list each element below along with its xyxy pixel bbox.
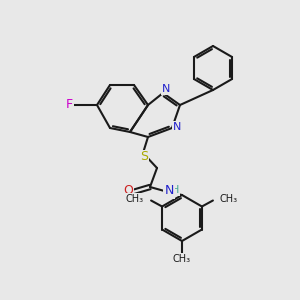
Text: CH₃: CH₃ (173, 254, 191, 264)
Text: H: H (171, 185, 179, 195)
Text: N: N (164, 184, 174, 197)
Text: N: N (162, 84, 170, 94)
Text: N: N (173, 122, 181, 132)
Text: S: S (140, 151, 148, 164)
Text: F: F (65, 98, 73, 112)
Text: CH₃: CH₃ (220, 194, 238, 203)
Text: O: O (123, 184, 133, 197)
Text: CH₃: CH₃ (126, 194, 144, 203)
